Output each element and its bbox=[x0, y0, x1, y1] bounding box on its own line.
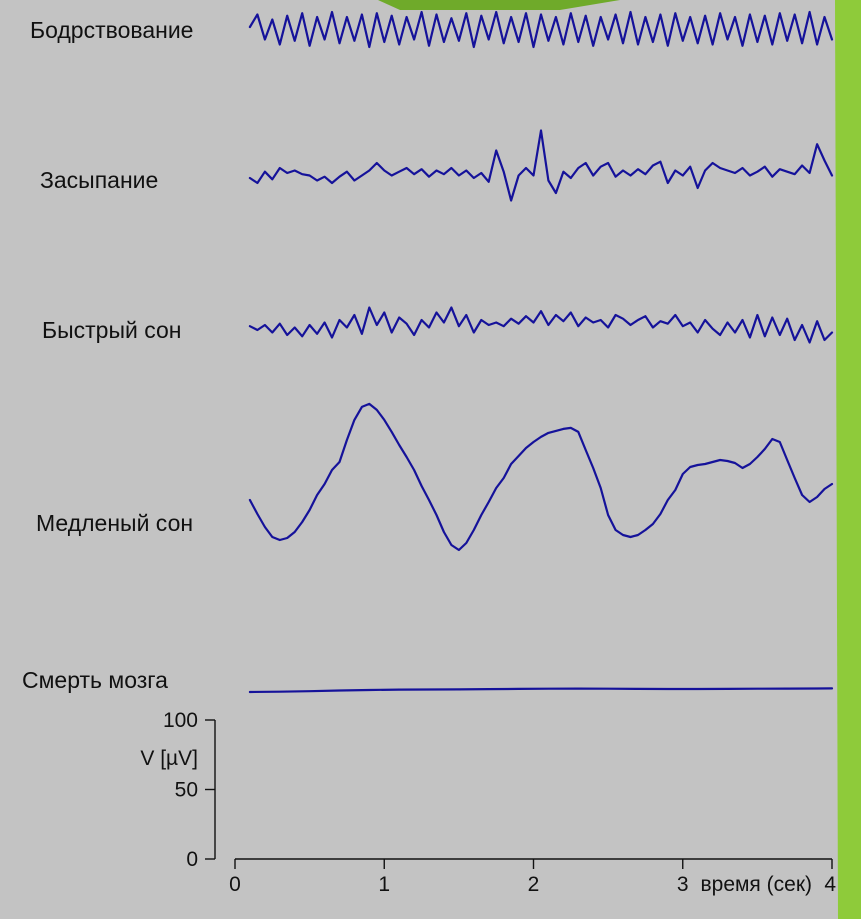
y-tick-label-0: 0 bbox=[186, 848, 198, 871]
x-tick-label-1: 1 bbox=[378, 873, 390, 896]
series-label-wakefulness: Бодрствование bbox=[30, 17, 193, 43]
x-tick-label-0: 0 bbox=[229, 873, 241, 896]
green-accent-shape bbox=[835, 0, 861, 919]
series-label-slow-sleep: Медленый сон bbox=[36, 510, 193, 536]
y-axis-ticks bbox=[205, 719, 215, 860]
y-axis-title: V [µV] bbox=[140, 747, 198, 770]
y-tick-label-100: 100 bbox=[163, 709, 198, 732]
grey-panel bbox=[0, 0, 838, 919]
x-axis-ticks bbox=[234, 859, 833, 869]
trace-wakefulness bbox=[248, 10, 834, 49]
series-label-rem-sleep: Быстрый сон bbox=[42, 317, 181, 343]
series-label-falling-asleep: Засыпание bbox=[40, 167, 158, 193]
green-accent-highlight bbox=[378, 0, 620, 10]
x-axis-title: время (сек) bbox=[700, 873, 812, 896]
trace-falling-asleep bbox=[248, 129, 834, 202]
y-tick-label-50: 50 bbox=[175, 779, 198, 802]
trace-slow-sleep bbox=[248, 402, 834, 552]
x-tick-label-4: 4 bbox=[824, 873, 836, 896]
trace-rem-sleep bbox=[248, 306, 834, 344]
x-tick-label-3: 3 bbox=[677, 873, 689, 896]
x-tick-label-2: 2 bbox=[528, 873, 540, 896]
trace-brain-death bbox=[248, 687, 834, 694]
series-label-brain-death: Смерть мозга bbox=[22, 667, 168, 693]
